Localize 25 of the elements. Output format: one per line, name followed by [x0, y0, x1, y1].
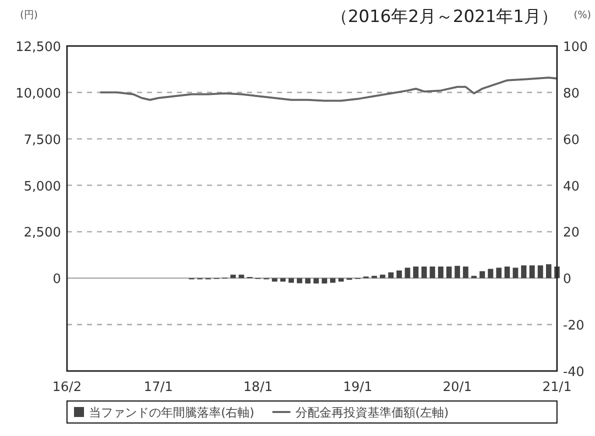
y2-axis-title: (%): [574, 10, 592, 21]
y-tick-label: 12,500: [16, 40, 61, 55]
y2-tick-label: 20: [563, 226, 580, 241]
y2-tick-label: 0: [563, 272, 572, 288]
y-tick-label: 10,000: [16, 86, 61, 102]
y-tick-label: 2,500: [24, 226, 61, 241]
x-tick-label: 16/2: [52, 380, 82, 395]
x-tick-label: 19/1: [343, 380, 372, 395]
x-tick-label: 17/1: [144, 380, 173, 395]
legend-label: 当ファンドの年間騰落率(右軸): [89, 406, 254, 420]
legend-label: 分配金再投資基準価額(左軸): [295, 406, 449, 420]
y2-tick-label: -40: [563, 365, 584, 380]
y2-tick-label: 100: [563, 40, 588, 55]
y-tick-label: 0: [52, 272, 61, 288]
chart-title: （2016年2月～2021年1月）: [330, 7, 558, 27]
y2-tick-label: 40: [563, 179, 580, 194]
y-tick-label: 5,000: [24, 179, 61, 194]
x-tick-label: 20/1: [442, 380, 472, 395]
y2-tick-label: -20: [563, 318, 584, 334]
x-tick-label: 21/1: [542, 380, 572, 395]
y2-tick-label: 60: [563, 132, 580, 148]
y-tick-label: 7,500: [24, 132, 61, 148]
x-tick-label: 18/1: [243, 380, 273, 395]
y2-tick-label: 80: [563, 86, 580, 102]
y-axis-title: (円): [20, 10, 38, 21]
